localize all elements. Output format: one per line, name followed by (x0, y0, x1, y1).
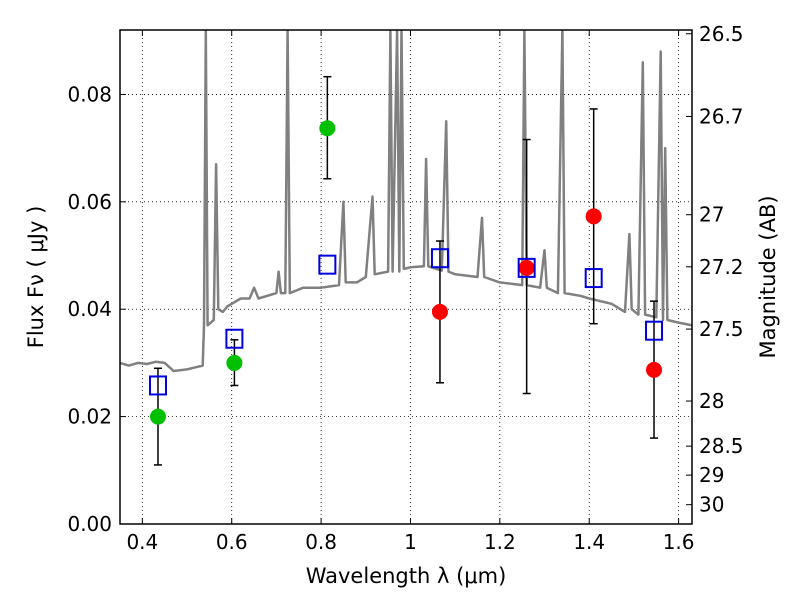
data-point (585, 208, 602, 225)
y2-tick-label: 27 (699, 203, 724, 227)
model-point (430, 248, 449, 269)
x-tick-label: 0.6 (216, 530, 248, 554)
x-tick-label: 0.4 (126, 530, 158, 554)
model-point (645, 320, 664, 341)
y-tick-label: 0.08 (67, 82, 112, 106)
data-point (518, 259, 535, 276)
y2-tick-label: 28.5 (699, 434, 744, 458)
data-point (431, 303, 448, 320)
model-point (584, 268, 603, 289)
y2-tick-label: 28 (699, 389, 724, 413)
x-axis-label: Wavelength λ (μm) (306, 564, 507, 588)
x-tick-label: 1.6 (663, 530, 695, 554)
y-tick-label: 0.02 (67, 405, 112, 429)
model-point (318, 254, 337, 275)
y2-tick-label: 29 (699, 463, 724, 487)
x-tick-label: 1 (404, 530, 417, 554)
y-tick-label: 0.00 (67, 512, 112, 536)
spectrum-line (120, 30, 692, 373)
y2-tick-label: 26.5 (699, 22, 744, 46)
model-point (517, 257, 536, 278)
data-point (319, 120, 336, 137)
data-markers (148, 120, 664, 425)
plot-frame (119, 29, 693, 525)
y2-axis-label: Magnitude (AB) (756, 195, 780, 358)
y-axis-label: Flux Fν ( μJy ) (24, 206, 48, 349)
y2-tick-label: 27.2 (699, 255, 744, 279)
model-spectrum (120, 30, 692, 373)
x-tick-label: 0.8 (305, 530, 337, 554)
y-tick-label: 0.04 (67, 297, 112, 321)
x-tick-label: 1.2 (484, 530, 516, 554)
model-point (225, 328, 244, 349)
data-point (646, 361, 663, 378)
ticks: 0.4 0.6 0.8 1 1.2 1.4 1.6 0.00 0.02 0.04 0.06 0.08 2… (67, 22, 743, 554)
data-point (149, 408, 166, 425)
model-point (148, 375, 167, 396)
y-tick-label: 0.06 (67, 190, 112, 214)
error-bars (153, 75, 659, 466)
data-point (226, 354, 243, 371)
y2-tick-label: 27.5 (699, 317, 744, 341)
y2-tick-label: 30 (699, 493, 724, 517)
x-tick-label: 1.4 (573, 530, 605, 554)
y2-tick-label: 26.7 (699, 104, 744, 128)
